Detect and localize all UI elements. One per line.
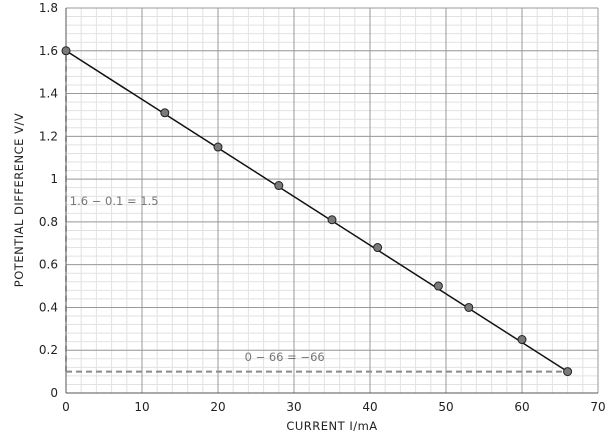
data-point [433,281,443,291]
data-point [373,243,383,253]
data-point [327,215,337,225]
data-points [61,46,573,377]
y-tick-label: 1.8 [39,1,58,15]
y-tick-label: 0.6 [39,258,58,272]
major-grid [65,7,599,394]
x-tick-label: 0 [62,400,70,414]
y-tick-label: 1.4 [39,87,58,101]
data-point [274,181,284,191]
y-tick-label: 1.2 [39,129,58,143]
annotation-label: 1.6 − 0.1 = 1.5 [70,194,159,208]
data-point [61,46,71,56]
y-tick-label: 0 [50,386,58,400]
guide-lines [65,50,568,373]
data-point [517,335,527,345]
tick-labels: 0 10 20 30 40 50 60 70 0 0.2 0.4 0.6 0.8 1 1.2 1.4 1.6 1.… [39,1,606,414]
x-axis-label: CURRENT I/mA [286,419,377,433]
data-point [464,302,474,312]
x-tick-label: 40 [362,400,377,414]
y-tick-label: 0.4 [39,300,58,314]
y-tick-label: 0.8 [39,215,58,229]
x-tick-label: 30 [286,400,301,414]
x-tick-label: 50 [438,400,453,414]
annotations: 1.6 − 0.1 = 1.5 0 − 66 = −66 [70,194,325,364]
x-tick-label: 70 [590,400,605,414]
data-point [160,108,170,118]
y-axis-label: POTENTIAL DIFFERENCE V/V [12,113,26,287]
y-tick-label: 1 [50,172,58,186]
y-tick-label: 1.6 [39,44,58,58]
best-fit-line [65,50,569,373]
annotation-label: 0 − 66 = −66 [245,350,325,364]
best-fit [65,50,569,373]
x-tick-label: 10 [134,400,149,414]
data-point [563,367,573,377]
x-tick-label: 20 [210,400,225,414]
data-point [213,142,223,152]
x-tick-label: 60 [514,400,529,414]
y-tick-label: 0.2 [39,343,58,357]
